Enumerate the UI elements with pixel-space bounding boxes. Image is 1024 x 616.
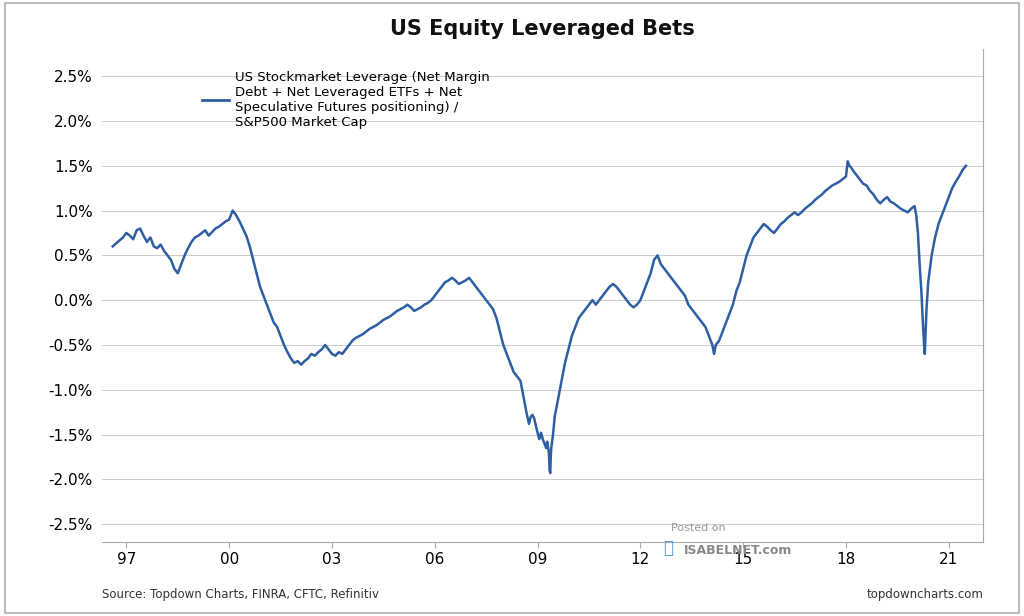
Text: topdowncharts.com: topdowncharts.com: [866, 588, 983, 601]
Text: 🌍: 🌍: [664, 540, 674, 557]
Text: Source: Topdown Charts, FINRA, CFTC, Refinitiv: Source: Topdown Charts, FINRA, CFTC, Ref…: [102, 588, 380, 601]
Title: US Equity Leveraged Bets: US Equity Leveraged Bets: [390, 19, 695, 39]
Text: Posted on: Posted on: [671, 523, 725, 533]
Legend: US Stockmarket Leverage (Net Margin
Debt + Net Leveraged ETFs + Net
Speculative : US Stockmarket Leverage (Net Margin Debt…: [197, 66, 496, 134]
Text: ISABELNET.com: ISABELNET.com: [684, 545, 793, 557]
